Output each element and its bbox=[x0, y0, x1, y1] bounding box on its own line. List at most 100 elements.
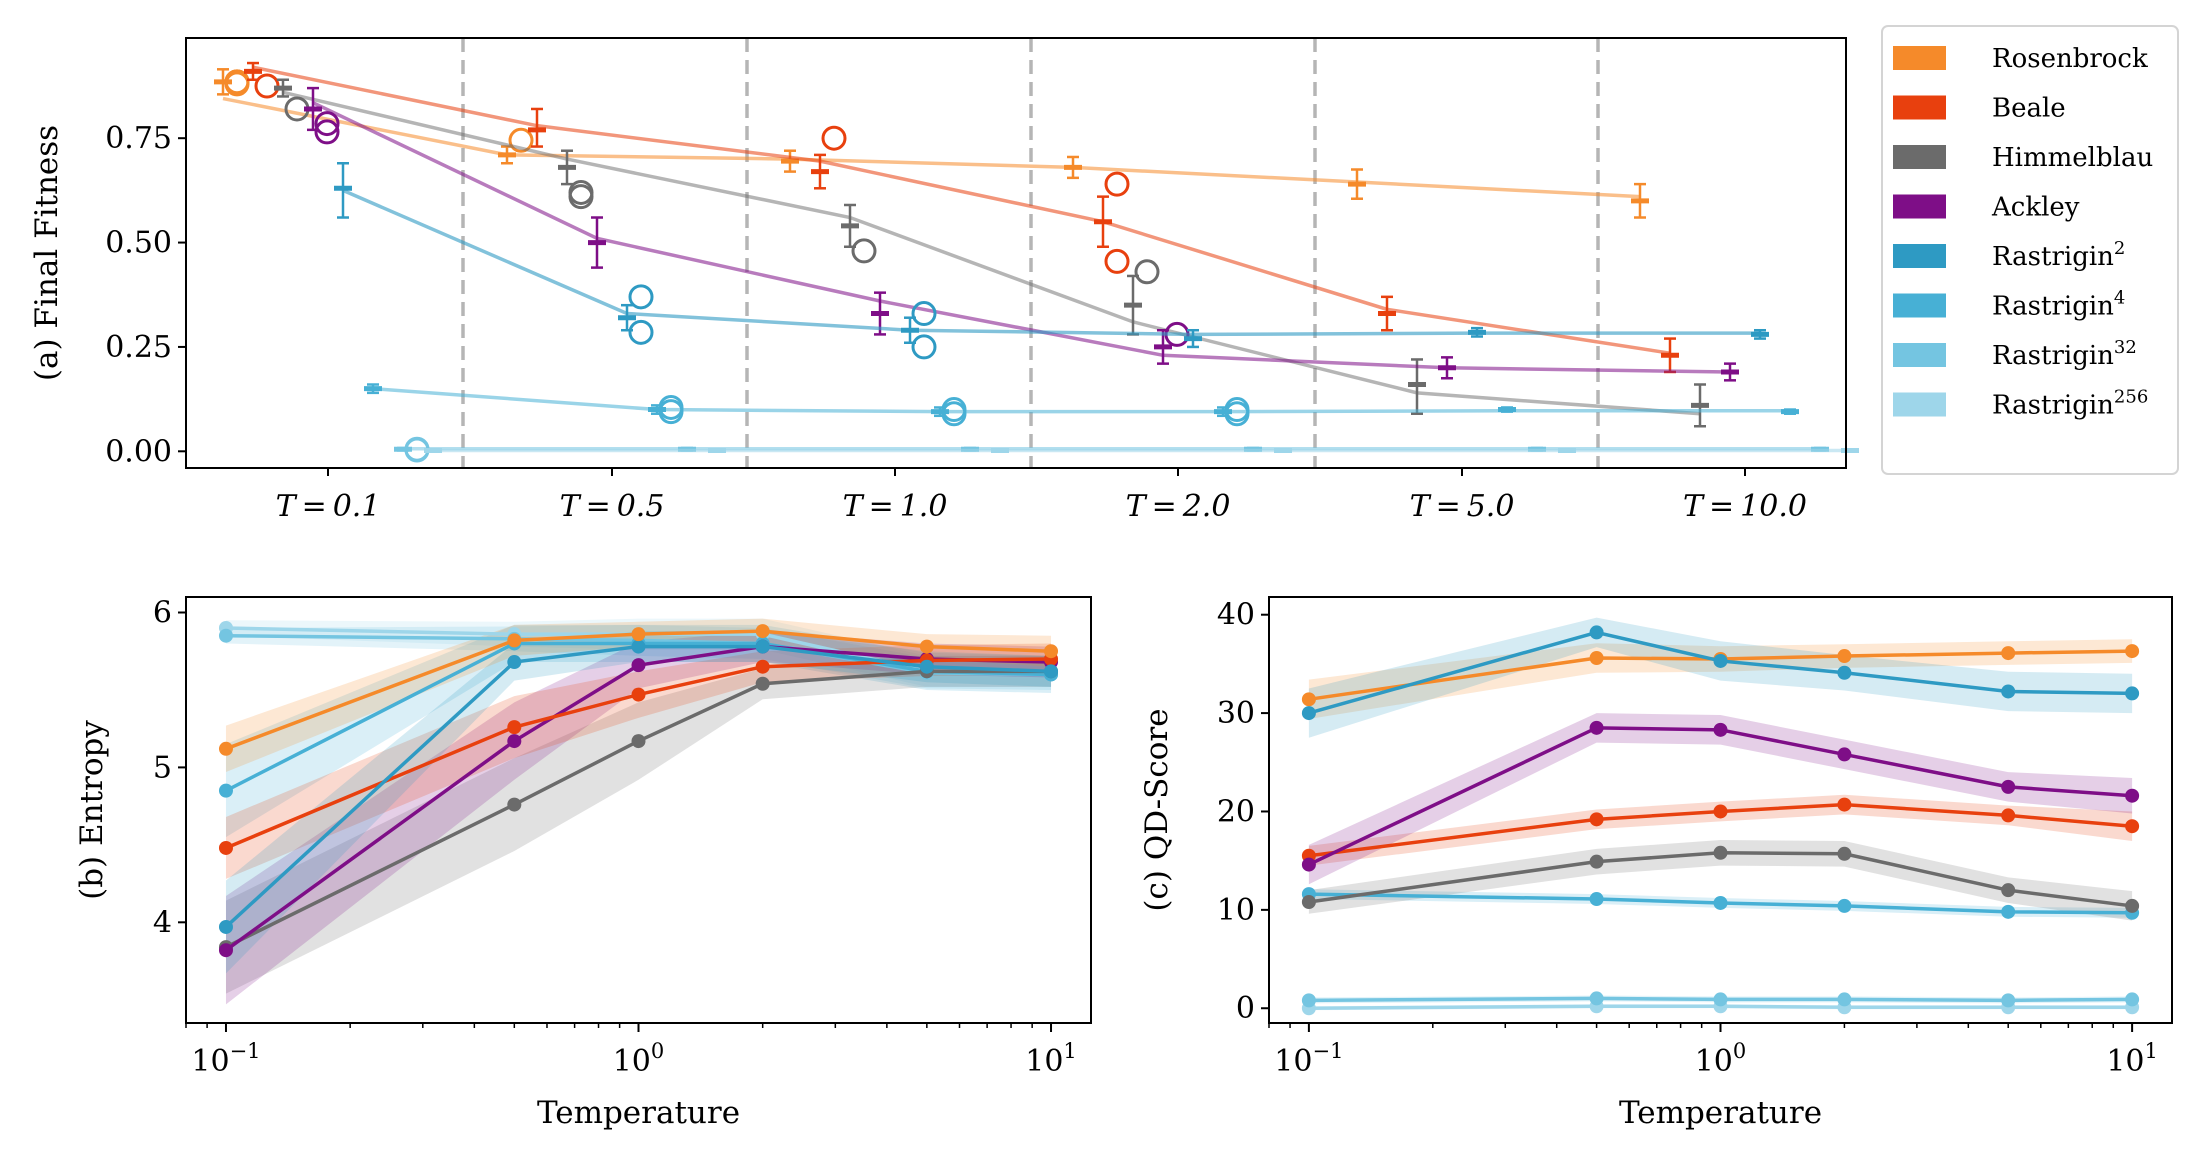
outlier-circle bbox=[628, 319, 654, 345]
x-tick-label: 101 bbox=[1025, 1039, 1077, 1079]
data-point bbox=[1713, 895, 1728, 910]
legend-label-text: Beale bbox=[1992, 94, 2066, 124]
x-tick-exponent: 1 bbox=[1063, 1039, 1076, 1063]
data-point bbox=[1837, 649, 1852, 664]
band-rosenbrock bbox=[1308, 639, 2133, 719]
data-point bbox=[631, 687, 646, 702]
y-tick-label: 0.75 bbox=[105, 121, 172, 156]
outlier-circle bbox=[628, 284, 654, 310]
data-point bbox=[631, 639, 646, 654]
outlier-circle bbox=[1134, 259, 1160, 285]
x-tick-exponent: 0 bbox=[1733, 1039, 1746, 1063]
outlier-circle bbox=[508, 127, 534, 153]
y-tick-label: 30 bbox=[1217, 696, 1255, 731]
data-point bbox=[1301, 706, 1316, 721]
outlier-circle bbox=[224, 69, 250, 95]
data-point bbox=[1713, 653, 1728, 668]
legend: Rosenbrock Beale Himmelblau Ackley Rastrigin… bbox=[1881, 25, 2179, 475]
outlier-circle bbox=[911, 301, 937, 327]
data-point bbox=[218, 943, 233, 958]
legend-label-text: Rastrigin bbox=[1992, 391, 2114, 421]
data-point bbox=[1301, 993, 1316, 1008]
data-point bbox=[507, 655, 522, 670]
data-point bbox=[2125, 644, 2140, 659]
x-tick-label: T = 0.1 bbox=[276, 489, 381, 524]
data-point bbox=[755, 659, 770, 674]
data-point bbox=[507, 720, 522, 735]
series-line-beale bbox=[225, 657, 1052, 850]
outlier-circle bbox=[941, 401, 967, 427]
panel-a-frame bbox=[185, 37, 1847, 469]
x-tick-label: 10−1 bbox=[1274, 1039, 1343, 1079]
x-tick-label: T = 5.0 bbox=[1410, 489, 1515, 524]
data-point bbox=[1044, 644, 1059, 659]
series-line-rastrigin-4 bbox=[1308, 892, 2133, 915]
data-point bbox=[1589, 650, 1604, 665]
data-point bbox=[1837, 747, 1852, 762]
x-tick-exponent: −1 bbox=[230, 1039, 261, 1063]
data-point bbox=[631, 734, 646, 749]
y-axis-label: (b) Entropy bbox=[74, 720, 110, 900]
series-line-ackley bbox=[312, 101, 1731, 374]
outlier-circle bbox=[314, 111, 340, 137]
x-tick-exponent: 0 bbox=[651, 1039, 664, 1063]
y-tick-label: 0 bbox=[1236, 991, 1255, 1026]
outlier-circle bbox=[1104, 248, 1130, 274]
series-line-rosenbrock bbox=[222, 96, 1641, 199]
legend-frame bbox=[1881, 25, 2179, 475]
data-point bbox=[1589, 625, 1604, 640]
legend-entry-rastrigin-256: Rastrigin256 bbox=[1992, 387, 2148, 421]
legend-swatch-rosenbrock bbox=[1893, 46, 1946, 70]
band-himmelblau bbox=[1308, 840, 2133, 921]
series-line-rastrigin-4 bbox=[372, 386, 1790, 414]
y-tick-label: 0.50 bbox=[105, 226, 172, 261]
x-tick-base: 10 bbox=[1695, 1044, 1733, 1079]
legend-entry-rastrigin-4: Rastrigin4 bbox=[1992, 288, 2125, 322]
x-tick-label: 10−1 bbox=[191, 1039, 260, 1079]
data-point bbox=[2001, 904, 2016, 919]
legend-entry-rastrigin-2: Rastrigin2 bbox=[1992, 238, 2125, 272]
x-tick-label: T = 1.0 bbox=[843, 489, 948, 524]
legend-label-superscript: 4 bbox=[2114, 288, 2125, 309]
x-tick-base: 10 bbox=[1025, 1044, 1063, 1079]
data-point bbox=[1713, 722, 1728, 737]
data-point bbox=[919, 659, 934, 674]
data-point bbox=[1044, 664, 1059, 679]
data-point bbox=[1589, 991, 1604, 1006]
y-tick-label: 6 bbox=[153, 595, 172, 630]
x-tick-base: 10 bbox=[2106, 1044, 2144, 1079]
x-tick-base: 10 bbox=[1274, 1044, 1312, 1079]
panel-a-fitness: 0.00 0.25 0.50 0.75 T = 0.1 T = 0.5 T = 1.0 T =… bbox=[29, 37, 1859, 524]
y-tick-label: 0.25 bbox=[105, 330, 172, 365]
band-himmelblau bbox=[225, 655, 1052, 994]
data-point bbox=[1589, 720, 1604, 735]
data-point bbox=[1837, 665, 1852, 680]
legend-label-text: Rastrigin bbox=[1992, 292, 2114, 322]
band-rastrigin-2 bbox=[225, 631, 1052, 974]
outlier-circle bbox=[821, 125, 847, 151]
data-point bbox=[2125, 686, 2140, 701]
data-point bbox=[1713, 804, 1728, 819]
data-point bbox=[1713, 992, 1728, 1007]
data-point bbox=[2001, 646, 2016, 661]
legend-label-text: Rastrigin bbox=[1992, 242, 2114, 272]
legend-label-text: Ackley bbox=[1991, 193, 2080, 223]
y-axis-label: (a) Final Fitness bbox=[29, 125, 65, 381]
x-axis-label: Temperature bbox=[1619, 1095, 1822, 1131]
legend-swatch-rastrigin-4 bbox=[1893, 293, 1946, 318]
data-point bbox=[1301, 692, 1316, 707]
band-rosenbrock bbox=[225, 618, 1052, 773]
data-point bbox=[2001, 883, 2016, 898]
data-point bbox=[2001, 779, 2016, 794]
series-line-beale bbox=[252, 65, 1671, 355]
data-point bbox=[2001, 808, 2016, 823]
legend-entry-beale: Beale bbox=[1992, 94, 2066, 124]
band-rastrigin-4 bbox=[225, 624, 1052, 838]
band-rastrigin-32 bbox=[225, 624, 1052, 690]
data-point bbox=[218, 741, 233, 756]
legend-entry-rastrigin-32: Rastrigin32 bbox=[1992, 337, 2137, 371]
x-tick-exponent: −1 bbox=[1312, 1039, 1343, 1063]
legend-swatch-rastrigin-256 bbox=[1893, 392, 1946, 417]
series-line-ackley bbox=[1308, 726, 2133, 867]
data-point bbox=[1837, 846, 1852, 861]
